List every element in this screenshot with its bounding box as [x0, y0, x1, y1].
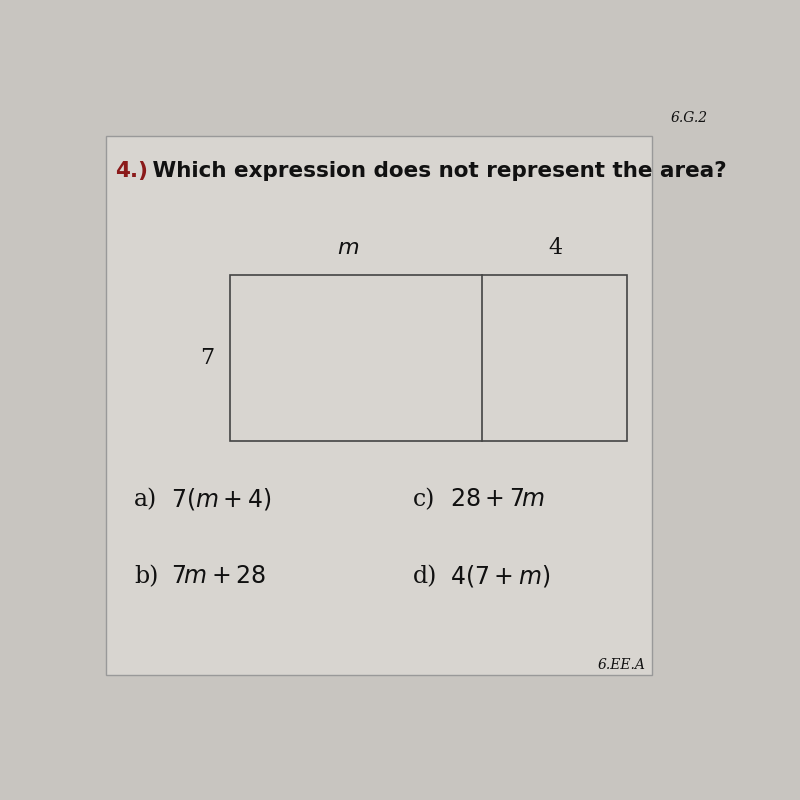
Text: $28 + 7m$: $28 + 7m$: [450, 488, 546, 511]
Text: b): b): [134, 565, 158, 588]
Text: 6.EE.A: 6.EE.A: [598, 658, 646, 672]
Text: $7(m + 4)$: $7(m + 4)$: [171, 486, 272, 513]
Text: d): d): [413, 565, 438, 588]
Text: $m$: $m$: [337, 238, 359, 259]
Text: a): a): [134, 488, 158, 511]
Text: 4.): 4.): [115, 161, 149, 181]
Text: $4(7 + m)$: $4(7 + m)$: [450, 563, 550, 590]
Text: Which expression does not represent the area?: Which expression does not represent the …: [145, 161, 726, 181]
Text: 4: 4: [549, 238, 562, 259]
Text: c): c): [413, 488, 435, 511]
Text: $7m + 28$: $7m + 28$: [171, 565, 266, 588]
Bar: [230, 274, 627, 441]
Text: 6.G.2: 6.G.2: [670, 111, 708, 126]
Text: 7: 7: [201, 347, 214, 369]
Bar: [106, 136, 652, 675]
